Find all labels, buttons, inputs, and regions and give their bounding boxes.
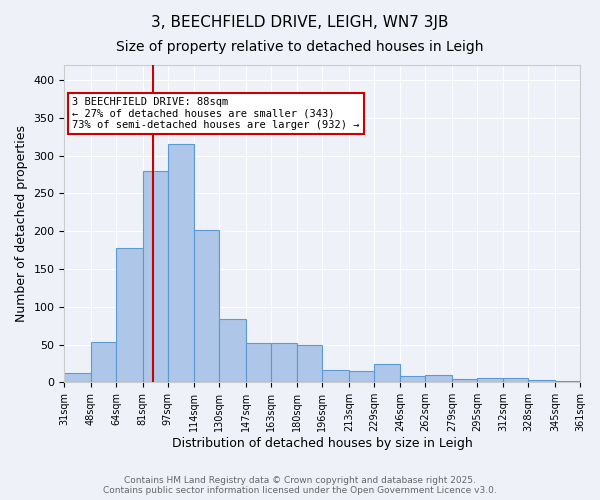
Bar [529,380,555,382]
Bar [452,378,477,382]
Bar [555,381,580,382]
Bar [349,371,374,382]
Bar [194,230,219,382]
Bar [503,378,529,382]
Text: 3, BEECHFIELD DRIVE, LEIGH, WN7 3JB: 3, BEECHFIELD DRIVE, LEIGH, WN7 3JB [151,15,449,30]
Bar [297,344,322,383]
X-axis label: Distribution of detached houses by size in Leigh: Distribution of detached houses by size … [172,437,473,450]
Text: 3 BEECHFIELD DRIVE: 88sqm
← 27% of detached houses are smaller (343)
73% of semi: 3 BEECHFIELD DRIVE: 88sqm ← 27% of detac… [72,96,360,130]
Bar [91,342,116,382]
Bar [271,343,297,382]
Bar [116,248,143,382]
Bar [477,378,503,382]
Y-axis label: Number of detached properties: Number of detached properties [15,125,28,322]
Bar [322,370,349,382]
Bar [400,376,425,382]
Text: Size of property relative to detached houses in Leigh: Size of property relative to detached ho… [116,40,484,54]
Bar [143,171,167,382]
Bar [64,372,91,382]
Text: Contains HM Land Registry data © Crown copyright and database right 2025.
Contai: Contains HM Land Registry data © Crown c… [103,476,497,495]
Bar [425,375,452,382]
Bar [219,319,245,382]
Bar [374,364,400,382]
Bar [167,144,194,382]
Bar [245,343,271,382]
